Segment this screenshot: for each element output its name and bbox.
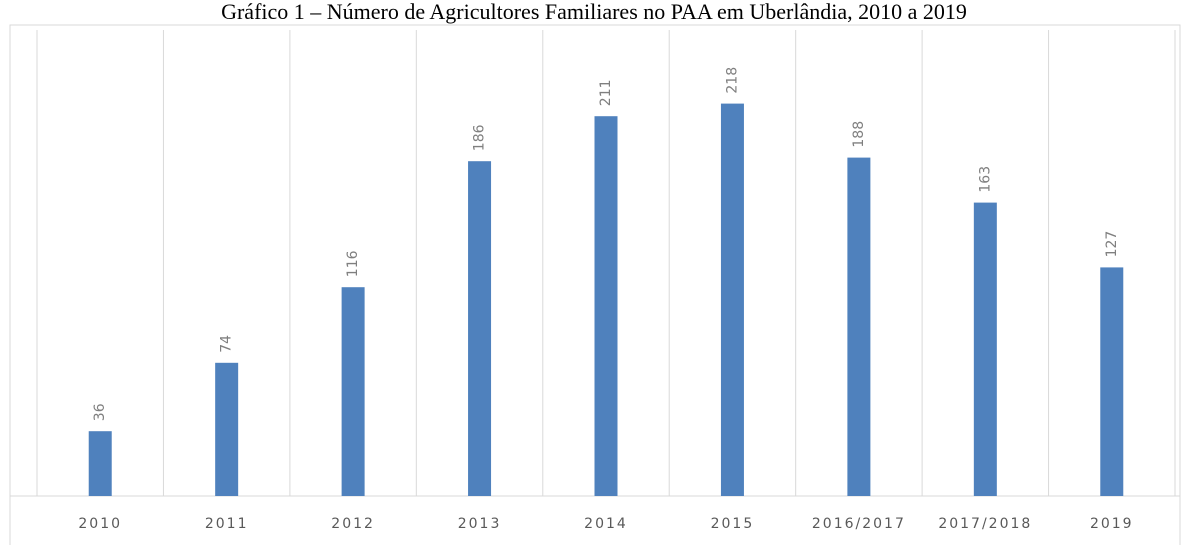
bar <box>847 157 871 496</box>
data-label: 188 <box>851 121 867 148</box>
x-tick-label: 2015 <box>711 516 755 532</box>
data-label: 211 <box>598 79 614 106</box>
x-tick-label: 2012 <box>331 516 375 532</box>
x-tick-label: 2017/2018 <box>938 516 1032 532</box>
data-label: 127 <box>1104 231 1120 258</box>
bar <box>973 202 997 496</box>
bar <box>1100 267 1124 496</box>
data-label: 218 <box>724 67 740 94</box>
x-tick-label: 2013 <box>458 516 502 532</box>
x-tick-label: 2010 <box>78 516 122 532</box>
data-label: 36 <box>92 403 108 421</box>
data-label: 116 <box>345 250 361 277</box>
bar <box>594 116 618 496</box>
x-tick-label: 2016/2017 <box>812 516 906 532</box>
bar <box>215 362 239 496</box>
chart-title: Gráfico 1 – Número de Agricultores Famil… <box>221 0 967 24</box>
data-label: 186 <box>472 124 488 151</box>
x-tick-label: 2019 <box>1090 516 1134 532</box>
x-tick-label: 2011 <box>205 516 249 532</box>
data-label: 163 <box>977 166 993 193</box>
x-tick-label: 2014 <box>584 516 628 532</box>
bar <box>468 161 492 496</box>
bar <box>720 103 744 496</box>
data-label: 74 <box>219 335 235 353</box>
bar <box>88 431 112 496</box>
bar <box>341 287 365 496</box>
